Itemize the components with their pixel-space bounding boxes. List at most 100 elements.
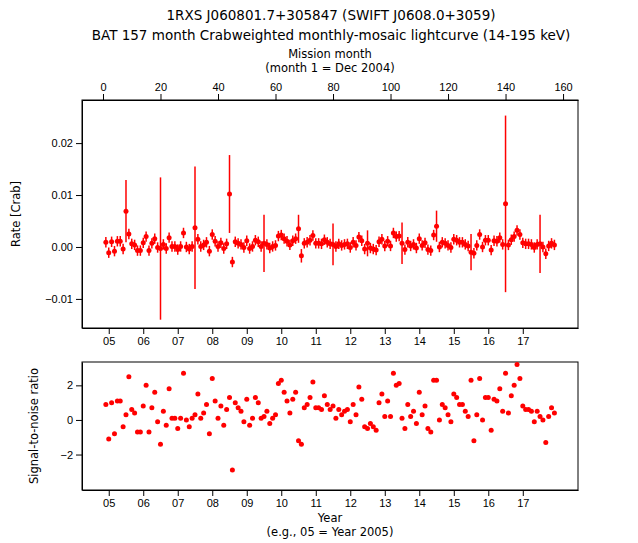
tick-label: 14 <box>414 497 426 509</box>
point <box>512 234 517 239</box>
tick-label: −2 <box>60 449 73 461</box>
point <box>256 239 261 244</box>
point <box>359 238 364 243</box>
plot-frame <box>82 100 578 328</box>
point <box>402 426 407 431</box>
point <box>247 423 252 428</box>
point <box>471 438 476 443</box>
tick-label: 0 <box>100 81 106 93</box>
point <box>437 417 442 422</box>
point <box>443 405 448 410</box>
point <box>431 233 436 238</box>
point <box>543 440 548 445</box>
point <box>529 409 534 414</box>
point <box>210 376 215 381</box>
tick: 60 <box>270 81 282 100</box>
x-axis-year: 05060708091011121314151617 <box>83 328 579 347</box>
tick-mark <box>419 490 420 496</box>
tick-mark <box>385 490 386 496</box>
point <box>454 395 459 400</box>
tick: 08 <box>207 328 219 347</box>
tick: 100 <box>382 81 400 100</box>
axis-title: Signal-to-noise ratio <box>27 368 41 484</box>
point <box>221 246 226 251</box>
point <box>402 247 407 252</box>
point <box>193 412 198 417</box>
point <box>417 390 422 395</box>
point <box>322 393 327 398</box>
point <box>388 243 393 248</box>
axis-line <box>83 490 579 491</box>
tick: 12 <box>345 328 357 347</box>
point <box>486 238 491 243</box>
tick-mark <box>454 490 455 496</box>
point <box>469 378 474 383</box>
point <box>155 419 160 424</box>
tick-label: 0 <box>67 414 73 426</box>
point <box>230 468 235 473</box>
tick-mark <box>218 94 219 100</box>
point <box>308 395 313 400</box>
tick-label: 140 <box>497 81 515 93</box>
point <box>497 386 502 391</box>
tick: 10 <box>276 490 288 509</box>
tick-mark <box>333 94 334 100</box>
point <box>282 390 287 395</box>
tick-mark <box>448 94 449 100</box>
point <box>348 419 353 424</box>
point <box>460 402 465 407</box>
tick: 13 <box>379 328 391 347</box>
tick-mark <box>454 328 455 334</box>
point <box>354 412 359 417</box>
tick-label: 160 <box>554 81 572 93</box>
point <box>385 239 390 244</box>
tick-mark <box>350 328 351 334</box>
point <box>118 398 123 403</box>
tick-label: 06 <box>138 497 150 509</box>
point <box>379 237 384 242</box>
point <box>204 402 209 407</box>
point <box>397 381 402 386</box>
point <box>287 242 292 247</box>
point <box>336 407 341 412</box>
point <box>264 409 269 414</box>
point <box>287 411 292 416</box>
point <box>201 411 206 416</box>
point <box>103 402 108 407</box>
point <box>517 376 522 381</box>
point <box>362 247 367 252</box>
point <box>146 248 151 253</box>
point <box>262 414 267 419</box>
tick-mark <box>76 143 82 144</box>
tick-label: 09 <box>241 497 253 509</box>
point <box>414 246 419 251</box>
point <box>253 395 258 400</box>
tick-mark <box>76 299 82 300</box>
tick-label: 08 <box>207 335 219 347</box>
tick-label: 15 <box>448 335 460 347</box>
point <box>216 416 221 421</box>
tick: 11 <box>311 328 322 347</box>
point <box>497 235 502 240</box>
point <box>158 246 163 251</box>
point <box>207 431 212 436</box>
point <box>506 242 511 247</box>
tick-label: 0.02 <box>52 137 73 149</box>
point <box>267 421 272 426</box>
point <box>103 240 108 245</box>
x-axis-month: 020406080100120140160 <box>83 81 579 101</box>
point <box>400 241 405 246</box>
tick-mark <box>247 490 248 496</box>
tick: 0.01 <box>52 189 82 201</box>
tick-mark <box>281 490 282 496</box>
point <box>293 390 298 395</box>
point <box>354 243 359 248</box>
tick-mark <box>281 328 282 334</box>
axis-title: (month 1 = Dec 2004) <box>265 61 394 75</box>
point <box>181 371 186 376</box>
point <box>382 243 387 248</box>
point <box>405 402 410 407</box>
point <box>552 242 557 247</box>
tick-label: 07 <box>172 497 184 509</box>
tick: 16 <box>483 490 495 509</box>
